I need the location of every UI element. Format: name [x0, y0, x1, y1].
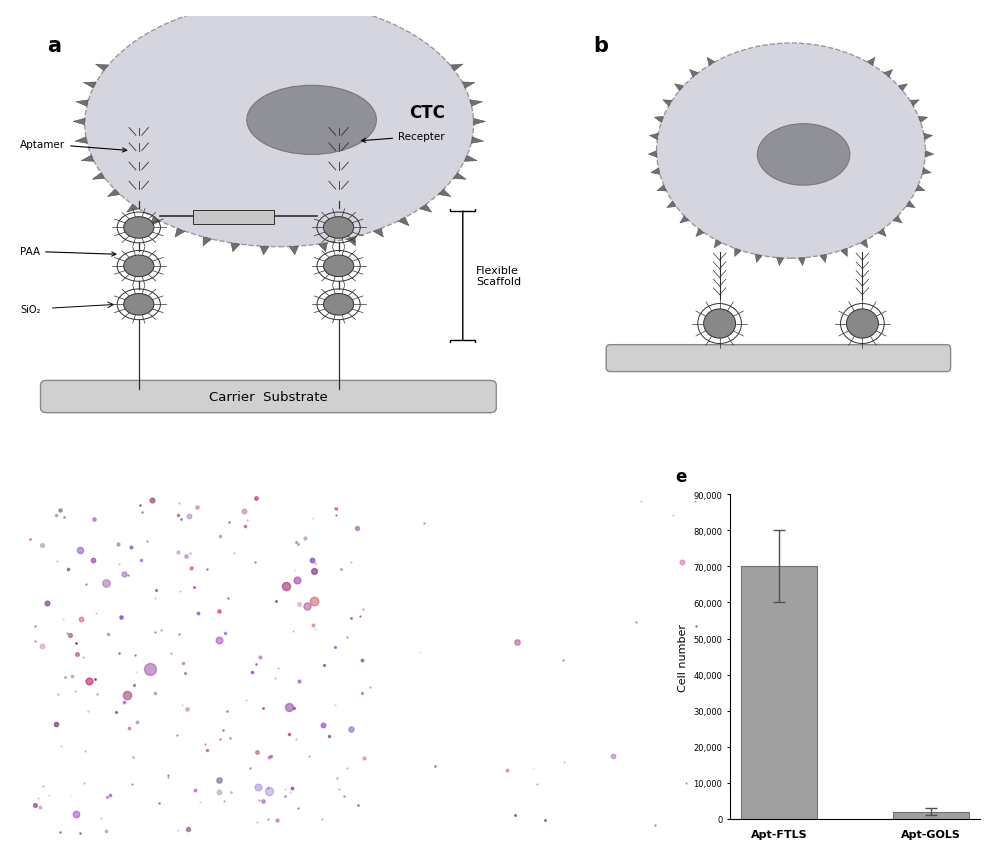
Text: Aptamer: Aptamer: [20, 140, 127, 153]
Polygon shape: [175, 229, 185, 238]
Circle shape: [323, 294, 354, 316]
Polygon shape: [841, 249, 847, 258]
Polygon shape: [663, 101, 672, 107]
Polygon shape: [398, 218, 409, 227]
Polygon shape: [319, 243, 327, 252]
Text: C: C: [31, 504, 42, 519]
Circle shape: [323, 256, 354, 277]
Polygon shape: [878, 229, 886, 237]
Polygon shape: [755, 255, 762, 264]
Circle shape: [124, 294, 154, 316]
Polygon shape: [73, 119, 85, 125]
Polygon shape: [92, 173, 105, 180]
Polygon shape: [675, 84, 684, 92]
Text: a: a: [47, 36, 61, 56]
Polygon shape: [925, 152, 934, 158]
Polygon shape: [438, 190, 451, 197]
Circle shape: [124, 218, 154, 239]
Polygon shape: [924, 134, 933, 141]
Polygon shape: [898, 84, 907, 92]
Polygon shape: [906, 201, 915, 208]
Polygon shape: [714, 241, 722, 248]
Polygon shape: [798, 258, 805, 266]
Text: Apt-FTLS: Apt-FTLS: [298, 504, 362, 517]
Polygon shape: [420, 205, 432, 213]
Polygon shape: [464, 156, 477, 162]
FancyBboxPatch shape: [606, 345, 951, 372]
Polygon shape: [735, 249, 741, 258]
Polygon shape: [127, 205, 139, 213]
Polygon shape: [471, 137, 484, 144]
Polygon shape: [453, 173, 466, 180]
Polygon shape: [95, 65, 108, 72]
Text: Carrier  Substrate: Carrier Substrate: [209, 391, 328, 403]
Polygon shape: [649, 134, 658, 141]
Polygon shape: [777, 258, 784, 266]
Polygon shape: [919, 117, 928, 124]
Ellipse shape: [85, 2, 474, 247]
Polygon shape: [108, 190, 120, 197]
Polygon shape: [867, 58, 875, 67]
Polygon shape: [860, 241, 868, 248]
Polygon shape: [373, 229, 383, 238]
FancyBboxPatch shape: [41, 381, 496, 413]
Polygon shape: [203, 237, 212, 247]
Polygon shape: [667, 201, 676, 208]
Ellipse shape: [247, 86, 376, 155]
Circle shape: [704, 310, 736, 339]
Ellipse shape: [657, 44, 925, 259]
Text: SiO₂: SiO₂: [20, 305, 40, 315]
Polygon shape: [260, 247, 269, 255]
Polygon shape: [690, 71, 698, 78]
Y-axis label: Cell number: Cell number: [678, 623, 688, 691]
Polygon shape: [680, 217, 689, 223]
Bar: [893, 812, 969, 819]
Text: 200um: 200um: [608, 838, 642, 847]
Text: d: d: [400, 504, 410, 519]
Text: CTC: CTC: [409, 104, 445, 122]
Polygon shape: [884, 71, 892, 78]
Polygon shape: [462, 83, 475, 89]
Text: PAA: PAA: [20, 247, 116, 257]
Text: Flexible
Scaffold: Flexible Scaffold: [476, 265, 521, 287]
Text: b: b: [594, 36, 609, 56]
Polygon shape: [75, 137, 87, 144]
Polygon shape: [231, 243, 240, 252]
FancyBboxPatch shape: [193, 211, 274, 224]
Text: e: e: [675, 467, 686, 485]
Polygon shape: [696, 229, 704, 237]
Polygon shape: [450, 65, 463, 72]
Polygon shape: [910, 101, 919, 107]
Circle shape: [846, 310, 878, 339]
Circle shape: [323, 218, 354, 239]
Polygon shape: [893, 217, 902, 223]
Ellipse shape: [757, 125, 850, 186]
Polygon shape: [83, 83, 96, 89]
Polygon shape: [820, 255, 827, 264]
Bar: [741, 566, 817, 819]
Polygon shape: [347, 237, 355, 247]
Polygon shape: [473, 119, 485, 125]
Polygon shape: [707, 58, 715, 67]
Polygon shape: [654, 117, 663, 124]
Text: Recepter: Recepter: [362, 132, 445, 143]
Circle shape: [124, 256, 154, 277]
Polygon shape: [149, 218, 160, 227]
Polygon shape: [76, 101, 88, 107]
Polygon shape: [81, 156, 94, 162]
Polygon shape: [470, 101, 483, 107]
Text: Apt-GOLS: Apt-GOLS: [627, 504, 694, 517]
Polygon shape: [648, 152, 657, 158]
Polygon shape: [657, 186, 666, 192]
Polygon shape: [289, 247, 298, 255]
Polygon shape: [916, 186, 925, 192]
Polygon shape: [922, 169, 931, 175]
Polygon shape: [651, 169, 660, 175]
